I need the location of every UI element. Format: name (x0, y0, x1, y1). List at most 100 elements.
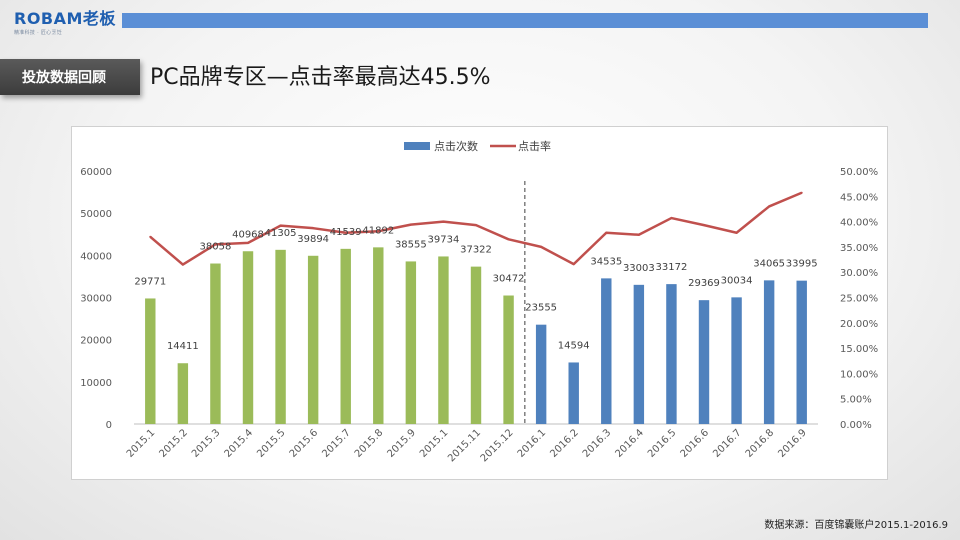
bar-data-label: 41539 (330, 227, 362, 238)
source-note: 数据来源：百度锦囊账户2015.1-2016.9 (764, 520, 948, 531)
bar (145, 298, 156, 424)
bar-data-label: 39734 (428, 234, 460, 245)
bar (242, 251, 254, 424)
page-title: PC品牌专区—点击率最高达45.5% (150, 65, 491, 90)
x-tick-label: 2015.11 (446, 427, 483, 464)
rate-point (800, 191, 803, 194)
bar-data-label: 39894 (297, 234, 329, 245)
y-left-tick-label: 60000 (80, 167, 112, 178)
bar (307, 255, 319, 424)
y-right-tick-label: 0.00% (840, 420, 872, 431)
bar (633, 284, 645, 424)
bar (470, 266, 482, 424)
rate-point (409, 223, 412, 226)
legend-bar-swatch (404, 142, 430, 150)
brand-logo: ROBAM老板 精准科技 · 匠心烹饪 (14, 9, 116, 37)
rate-point (475, 224, 477, 227)
x-tick-label: 2016.6 (679, 427, 712, 460)
rate-point (507, 238, 510, 241)
bar (373, 247, 384, 424)
header-accent-bar (122, 13, 928, 28)
y-left-tick-label: 20000 (80, 336, 112, 347)
y-right-tick-label: 15.00% (840, 344, 878, 355)
x-tick-label: 2016.8 (744, 427, 777, 460)
bar (666, 284, 677, 424)
y-left-tick-label: 40000 (80, 251, 112, 262)
bar-data-label: 41305 (265, 228, 297, 239)
bar (340, 248, 351, 424)
x-tick-label: 2016.2 (548, 427, 581, 460)
bar (438, 256, 449, 424)
y-right-tick-label: 30.00% (840, 268, 878, 279)
x-tick-label: 2015.6 (288, 427, 321, 460)
bar-data-label: 34065 (753, 258, 785, 269)
x-tick-label: 2015.2 (157, 427, 190, 460)
y-left-tick-label: 50000 (80, 209, 112, 220)
bar (535, 324, 547, 424)
y-right-tick-label: 10.00% (840, 369, 878, 380)
bar-data-label: 14594 (558, 340, 590, 351)
bar-data-label: 14411 (167, 341, 199, 352)
rate-point (540, 245, 543, 248)
bar-data-label: 33172 (656, 262, 688, 273)
y-right-tick-label: 35.00% (840, 243, 878, 254)
bar (177, 363, 189, 424)
chart-frame: 0 10000 20000 30000 40000 50000 60000 0.00% 5.00… (71, 126, 888, 480)
x-tick-label: 2015.7 (320, 427, 353, 460)
bar (796, 280, 807, 424)
bar-data-label: 30472 (493, 274, 525, 285)
x-tick-label: 2015.3 (190, 427, 223, 460)
x-tick-label: 2015.9 (385, 427, 418, 460)
rate-point (605, 231, 608, 234)
y-right-tick-label: 50.00% (840, 167, 878, 178)
y-left-tick-label: 10000 (80, 378, 112, 389)
bar (763, 280, 775, 424)
x-tick-label: 2016.7 (711, 427, 744, 460)
rate-point (149, 235, 152, 238)
rate-point (181, 263, 184, 266)
bar (568, 362, 579, 424)
y-right-tick-label: 45.00% (840, 192, 878, 203)
x-tick-label: 2016.9 (776, 427, 809, 460)
y-right-tick-label: 40.00% (840, 218, 878, 229)
bar-data-label: 29369 (688, 278, 720, 289)
bar-data-label: 38058 (200, 242, 232, 253)
bar (405, 261, 417, 424)
bar-data-label: 37322 (460, 245, 492, 256)
x-tick-label: 2015.5 (255, 427, 288, 460)
rate-point (442, 220, 445, 223)
bar-data-label: 33995 (786, 259, 818, 270)
bar (601, 278, 612, 424)
section-tag: 投放数据回顾 (0, 59, 140, 95)
y-right-tick-label: 5.00% (840, 395, 872, 406)
rate-point (670, 217, 673, 220)
x-tick-label: 2015.4 (223, 427, 256, 460)
rate-point (572, 263, 575, 266)
x-tick-label: 2016.1 (516, 427, 549, 460)
x-tick-label: 2015.12 (479, 427, 516, 464)
rate-point (735, 231, 738, 234)
bar-data-label: 34535 (590, 256, 622, 267)
rate-point (637, 233, 640, 236)
x-tick-label: 2016.4 (613, 427, 646, 460)
bar-data-label: 23555 (525, 303, 557, 314)
rate-point (247, 241, 249, 244)
x-tick-label: 2015.8 (353, 427, 386, 460)
rate-point (703, 224, 705, 227)
logo-text: ROBAM老板 (14, 9, 116, 28)
bar-data-label: 33003 (623, 263, 655, 274)
bar-data-label: 29771 (134, 276, 166, 287)
y-right-tick-label: 20.00% (840, 319, 878, 330)
rate-point (279, 224, 282, 227)
rate-point (214, 243, 217, 246)
bar (731, 297, 742, 424)
x-tick-label: 2015.1 (125, 427, 158, 460)
bar-data-label: 41892 (362, 225, 394, 236)
bar (698, 300, 710, 424)
bar (275, 249, 286, 424)
x-tick-label: 2016.5 (646, 427, 679, 460)
logo-tagline: 精准科技 · 匠心烹饪 (14, 30, 63, 36)
x-tick-label: 2016.3 (581, 427, 614, 460)
combo-chart: 0 10000 20000 30000 40000 50000 60000 0.00% 5.00… (80, 139, 878, 464)
rate-point (768, 205, 771, 208)
